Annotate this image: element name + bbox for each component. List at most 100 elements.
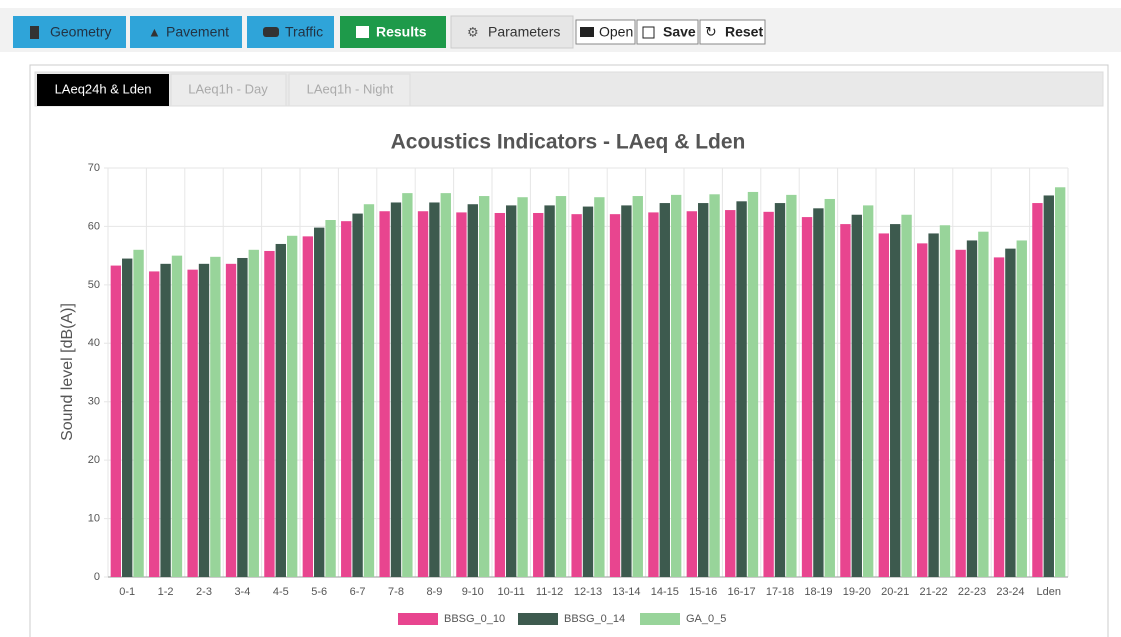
bar bbox=[390, 202, 402, 578]
tab[interactable] bbox=[170, 73, 287, 107]
x-tick-label: 7-8 bbox=[388, 586, 404, 598]
save-button[interactable] bbox=[636, 19, 699, 45]
bar bbox=[1043, 195, 1054, 577]
tab-active[interactable] bbox=[37, 74, 169, 106]
bar bbox=[993, 257, 1005, 577]
bar bbox=[225, 263, 237, 577]
chart-title: Acoustics Indicators - LAeq & Lden bbox=[391, 131, 746, 154]
tab-label: LAeq1h - Day bbox=[188, 81, 268, 96]
bar bbox=[379, 211, 390, 578]
bar bbox=[571, 214, 582, 577]
bar bbox=[786, 194, 797, 577]
bar bbox=[594, 197, 605, 577]
bar bbox=[314, 227, 325, 577]
bar bbox=[966, 240, 978, 578]
bar bbox=[198, 263, 210, 577]
x-tick-label: 4-5 bbox=[273, 586, 289, 598]
bar bbox=[171, 255, 183, 577]
bar bbox=[363, 204, 375, 577]
bar bbox=[187, 269, 198, 577]
plot: 0 10 20 30 40 50 60 70 0-1 1-2 2-3 3-4 4-5 5-6 6-7 7-8 8… bbox=[88, 162, 1069, 625]
legend-label: BBSG_0_14 bbox=[564, 613, 625, 625]
y-tick-label: 40 bbox=[88, 337, 100, 349]
button-label: Reset bbox=[725, 24, 763, 40]
bar bbox=[978, 231, 989, 578]
y-tick-label: 70 bbox=[88, 162, 100, 174]
x-tick-label: 12-13 bbox=[574, 586, 602, 598]
x-tick-label: 14-15 bbox=[651, 586, 679, 598]
x-tick-label: 22-23 bbox=[958, 586, 986, 598]
bar bbox=[517, 197, 528, 577]
x-tick-label: 17-18 bbox=[766, 586, 794, 598]
bar bbox=[698, 203, 709, 578]
x-tick-label: 3-4 bbox=[234, 586, 250, 598]
bar bbox=[478, 196, 490, 577]
bar bbox=[275, 243, 286, 577]
bar bbox=[747, 191, 759, 577]
button-label: Parameters bbox=[488, 24, 560, 40]
x-tick-label: 15-16 bbox=[689, 586, 717, 598]
toolbar-buttons: Geometry ▲ Pavement Traffic Results ⚙ Pa… bbox=[13, 15, 766, 49]
button-label: Results bbox=[376, 24, 427, 40]
bar bbox=[621, 205, 632, 577]
bar bbox=[110, 265, 122, 577]
bar bbox=[851, 214, 862, 577]
button-label: Geometry bbox=[50, 24, 111, 40]
button-label: Traffic bbox=[285, 24, 323, 40]
icon bbox=[580, 27, 594, 37]
bar bbox=[774, 203, 786, 578]
bar bbox=[609, 214, 621, 577]
bar bbox=[648, 212, 659, 578]
bar bbox=[670, 194, 682, 577]
x-tick-label: 23-24 bbox=[996, 586, 1024, 598]
bar bbox=[456, 212, 467, 578]
bar bbox=[709, 194, 720, 578]
bar bbox=[955, 249, 966, 578]
bar bbox=[302, 236, 314, 577]
icon: ⚙ bbox=[467, 24, 479, 39]
y-axis-label: Sound level [dB(A)] bbox=[59, 303, 76, 441]
open-button[interactable] bbox=[575, 19, 636, 45]
x-tick-label: 6-7 bbox=[350, 586, 366, 598]
bar bbox=[763, 211, 774, 578]
pavement-button[interactable] bbox=[130, 16, 242, 48]
x-tick-label: 9-10 bbox=[462, 586, 484, 598]
bar bbox=[352, 213, 363, 577]
legend-swatch bbox=[640, 613, 680, 625]
x-tick-label: 18-19 bbox=[804, 586, 832, 598]
y-tick-label: 0 bbox=[94, 571, 100, 583]
bar bbox=[210, 256, 221, 577]
bar bbox=[149, 271, 160, 577]
x-tick-label: Lden bbox=[1037, 586, 1061, 598]
bar bbox=[824, 198, 835, 577]
bar bbox=[1054, 187, 1066, 577]
bar bbox=[555, 196, 567, 577]
bar bbox=[506, 205, 517, 577]
reset-button[interactable] bbox=[699, 19, 766, 45]
bar bbox=[494, 212, 506, 578]
bar bbox=[248, 249, 259, 578]
bar bbox=[878, 233, 890, 577]
parameters-button[interactable] bbox=[450, 15, 574, 49]
x-tick-label: 19-20 bbox=[843, 586, 871, 598]
bar bbox=[813, 208, 824, 577]
tab[interactable] bbox=[288, 73, 411, 107]
bar bbox=[325, 220, 336, 577]
bar bbox=[890, 224, 901, 577]
bar bbox=[632, 196, 643, 577]
button-label: Pavement bbox=[166, 24, 229, 40]
bar bbox=[533, 212, 544, 578]
legend-swatch bbox=[518, 613, 558, 625]
traffic-button[interactable] bbox=[247, 16, 334, 48]
x-tick-label: 11-12 bbox=[536, 586, 563, 598]
bar bbox=[659, 203, 670, 578]
x-tick-label: 1-2 bbox=[158, 586, 174, 598]
bar bbox=[1032, 203, 1043, 578]
icon bbox=[356, 26, 369, 38]
bar bbox=[736, 201, 747, 577]
bar bbox=[341, 221, 352, 578]
tab-label: LAeq24h & Lden bbox=[55, 81, 152, 96]
tab-label: LAeq1h - Night bbox=[307, 81, 394, 96]
